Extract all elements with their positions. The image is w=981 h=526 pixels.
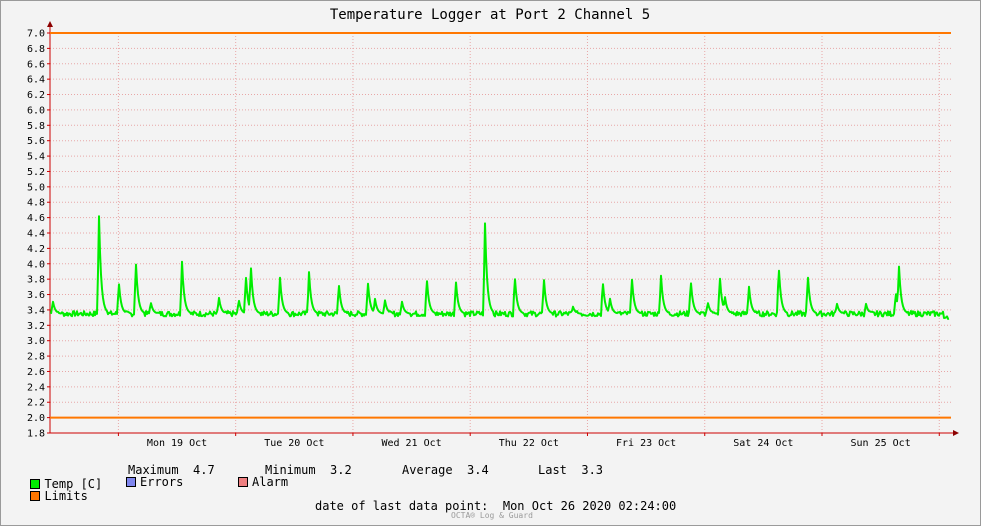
stat-average: Average 3.4 [402, 463, 489, 477]
x-tick-label: Thu 22 Oct [499, 438, 559, 449]
y-tick-label: 5.4 [27, 152, 45, 163]
x-tick-label: Mon 19 Oct [147, 438, 207, 449]
average-value: 3.4 [467, 463, 489, 477]
y-tick-label: 3.0 [27, 336, 45, 347]
y-tick-label: 6.2 [27, 90, 45, 101]
x-tick-label: Tue 20 Oct [264, 438, 324, 449]
x-tick-label: Fri 23 Oct [616, 438, 676, 449]
maximum-label: Maximum [128, 463, 179, 477]
y-tick-label: 1.8 [27, 429, 45, 440]
x-tick-label: Wed 21 Oct [381, 438, 441, 449]
y-tick-label: 5.6 [27, 136, 45, 147]
stat-minimum: Minimum 3.2 [265, 463, 352, 477]
minimum-label: Minimum [265, 463, 316, 477]
y-tick-label: 2.4 [27, 382, 45, 393]
watermark: OCTA® Log & Guard [451, 511, 533, 520]
y-tick-label: 6.4 [27, 75, 45, 86]
legend-temp-label: Temp [C] [44, 477, 103, 491]
y-tick-label: 3.8 [27, 275, 45, 286]
y-tick-label: 5.2 [27, 167, 45, 178]
stat-maximum: Maximum 4.7 [128, 463, 215, 477]
x-tick-label: Sun 25 Oct [851, 438, 911, 449]
temp-series-line [50, 215, 950, 320]
x-axis-arrow [953, 430, 959, 436]
chart-title: Temperature Logger at Port 2 Channel 5 [330, 7, 650, 23]
errors-swatch [126, 477, 136, 487]
legend-row-1: Temp [C] [16, 463, 102, 491]
y-tick-label: 4.2 [27, 244, 45, 255]
last-label: Last [538, 463, 567, 477]
legend-errors: Errors [126, 475, 183, 489]
last-value: 3.3 [581, 463, 604, 477]
stat-last: Last 3.3 [538, 463, 603, 477]
y-tick-label: 3.6 [27, 290, 45, 301]
y-tick-label: 4.8 [27, 198, 45, 209]
legend-limits-label: Limits [44, 489, 88, 503]
limits-swatch [30, 491, 41, 501]
temp-swatch [30, 479, 41, 489]
alarm-swatch [238, 477, 248, 487]
legend-alarm: Alarm [238, 475, 288, 489]
y-tick-label: 7.0 [27, 29, 45, 40]
y-tick-label: 3.4 [27, 305, 45, 316]
legend-row-2: Limits [16, 475, 88, 503]
y-axis-arrow [47, 21, 53, 27]
y-tick-label: 2.0 [27, 413, 45, 424]
legend-alarm-label: Alarm [252, 475, 289, 489]
y-tick-label: 4.0 [27, 259, 45, 270]
y-tick-label: 3.2 [27, 321, 45, 332]
y-tick-label: 6.8 [27, 44, 45, 55]
y-tick-label: 6.6 [27, 59, 45, 70]
y-tick-label: 5.0 [27, 182, 45, 193]
average-label: Average [402, 463, 453, 477]
y-tick-label: 4.6 [27, 213, 45, 224]
y-tick-label: 2.8 [27, 352, 45, 363]
maximum-value: 4.7 [193, 463, 215, 477]
x-tick-label: Sat 24 Oct [733, 438, 793, 449]
y-tick-label: 6.0 [27, 105, 45, 116]
last-data-point: date of last data point: Mon Oct 26 2020… [315, 499, 677, 513]
y-tick-label: 2.6 [27, 367, 45, 378]
y-tick-label: 2.2 [27, 398, 45, 409]
legend-errors-label: Errors [140, 475, 184, 489]
minimum-value: 3.2 [330, 463, 352, 477]
y-tick-label: 5.8 [27, 121, 45, 132]
y-tick-label: 4.4 [27, 229, 45, 240]
